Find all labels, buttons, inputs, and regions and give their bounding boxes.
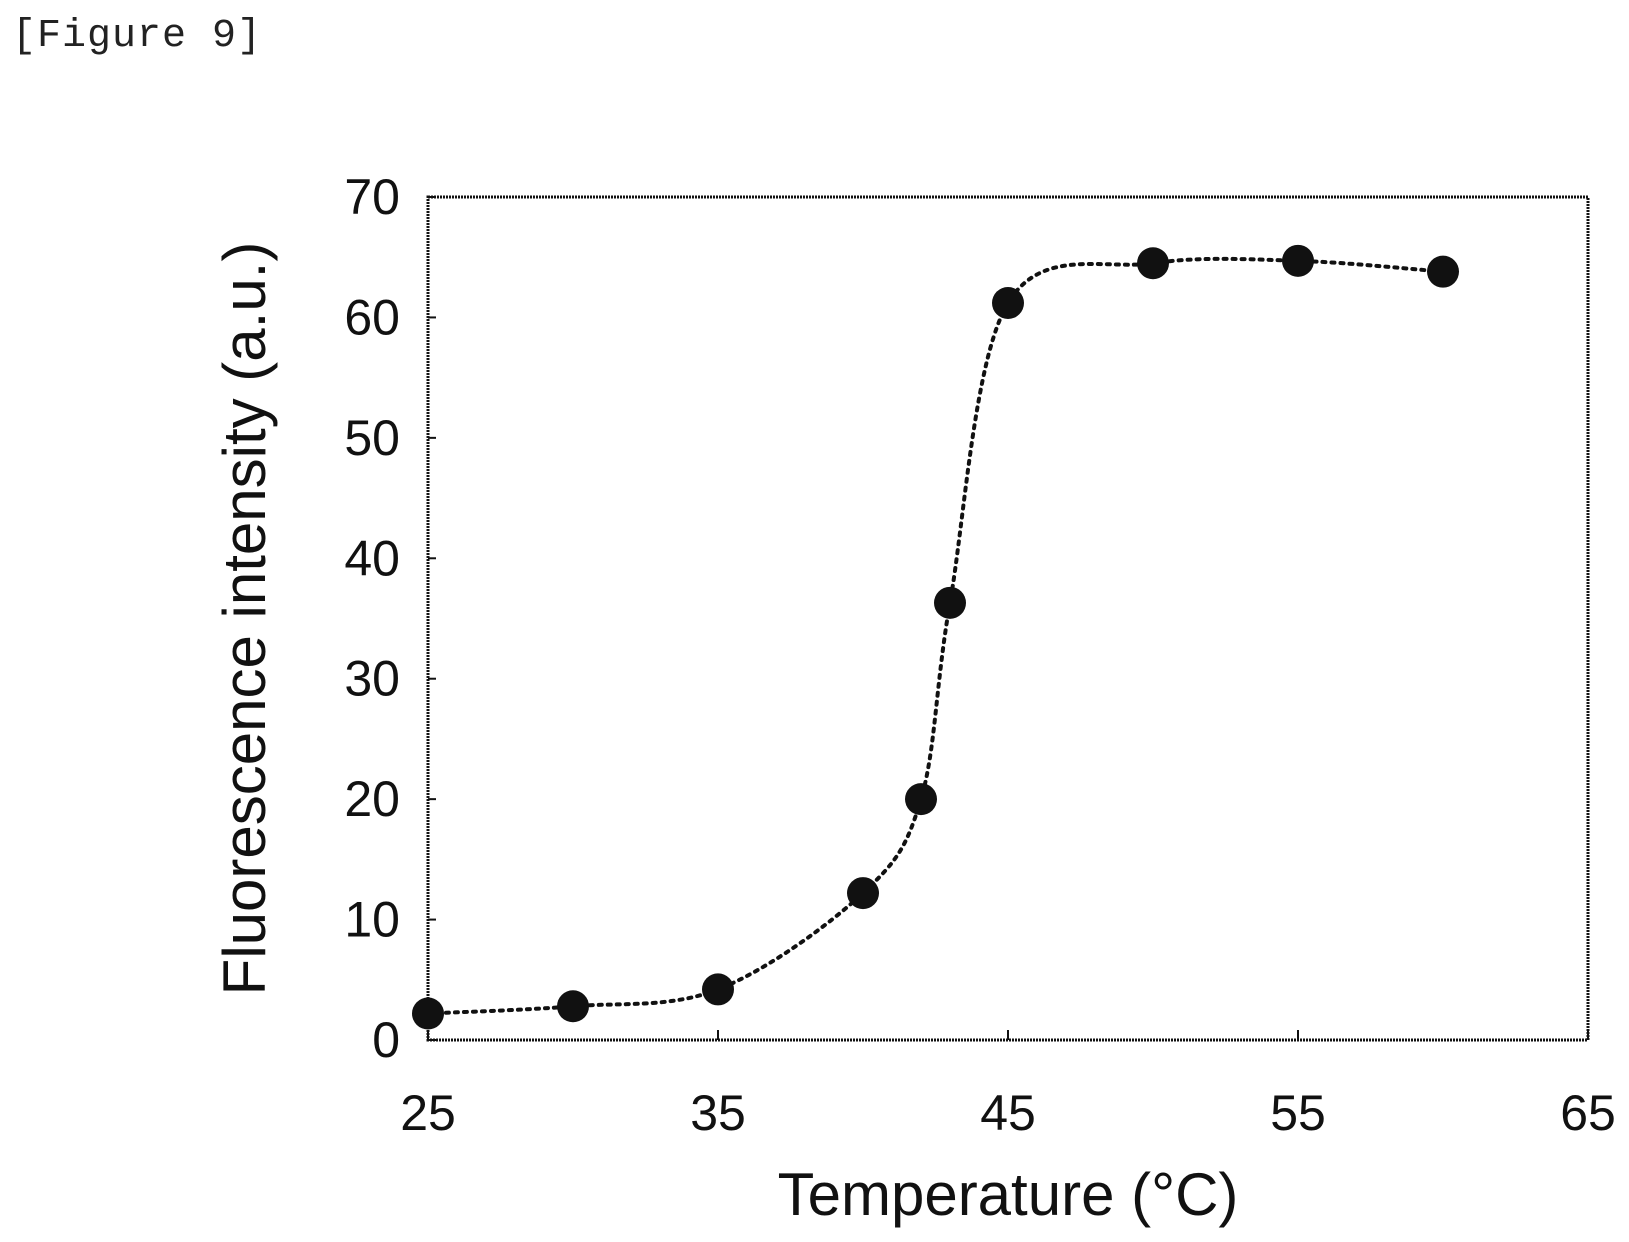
data-point <box>992 286 1024 319</box>
y-tick-label: 60 <box>344 289 400 345</box>
plot-frame <box>426 195 1590 1042</box>
y-tick-label: 0 <box>372 1012 400 1068</box>
data-point <box>905 783 937 816</box>
data-point <box>934 586 966 619</box>
data-point <box>847 877 879 910</box>
series-line <box>426 256 1445 1016</box>
x-axis: 25 35 45 55 65 <box>400 1030 1616 1141</box>
data-point <box>1427 255 1459 288</box>
y-tick-label: 40 <box>344 530 400 586</box>
y-tick-label: 20 <box>344 771 400 827</box>
fit-curve <box>426 256 1445 1016</box>
plot-area <box>426 195 1590 1042</box>
y-axis: 0 10 20 30 40 50 60 70 <box>344 169 436 1068</box>
y-tick-label: 70 <box>344 169 400 225</box>
x-tick-label: 55 <box>1270 1085 1326 1141</box>
data-point <box>702 973 734 1006</box>
data-point <box>1282 244 1314 277</box>
data-points <box>412 244 1459 1030</box>
data-point <box>1137 247 1169 280</box>
y-axis-title: Fluorescence intensity (a.u.) <box>211 242 278 996</box>
y-tick-label: 30 <box>344 651 400 707</box>
figure-label: [Figure 9] <box>12 14 263 59</box>
data-point <box>412 997 444 1030</box>
y-tick-label: 50 <box>344 410 400 466</box>
x-axis-title: Temperature (°C) <box>778 1161 1239 1228</box>
data-point <box>557 990 589 1023</box>
y-tick-label: 10 <box>344 892 400 948</box>
x-tick-label: 25 <box>400 1085 456 1141</box>
x-tick-label: 65 <box>1560 1085 1616 1141</box>
x-tick-label: 35 <box>690 1085 746 1141</box>
x-tick-label: 45 <box>980 1085 1036 1141</box>
